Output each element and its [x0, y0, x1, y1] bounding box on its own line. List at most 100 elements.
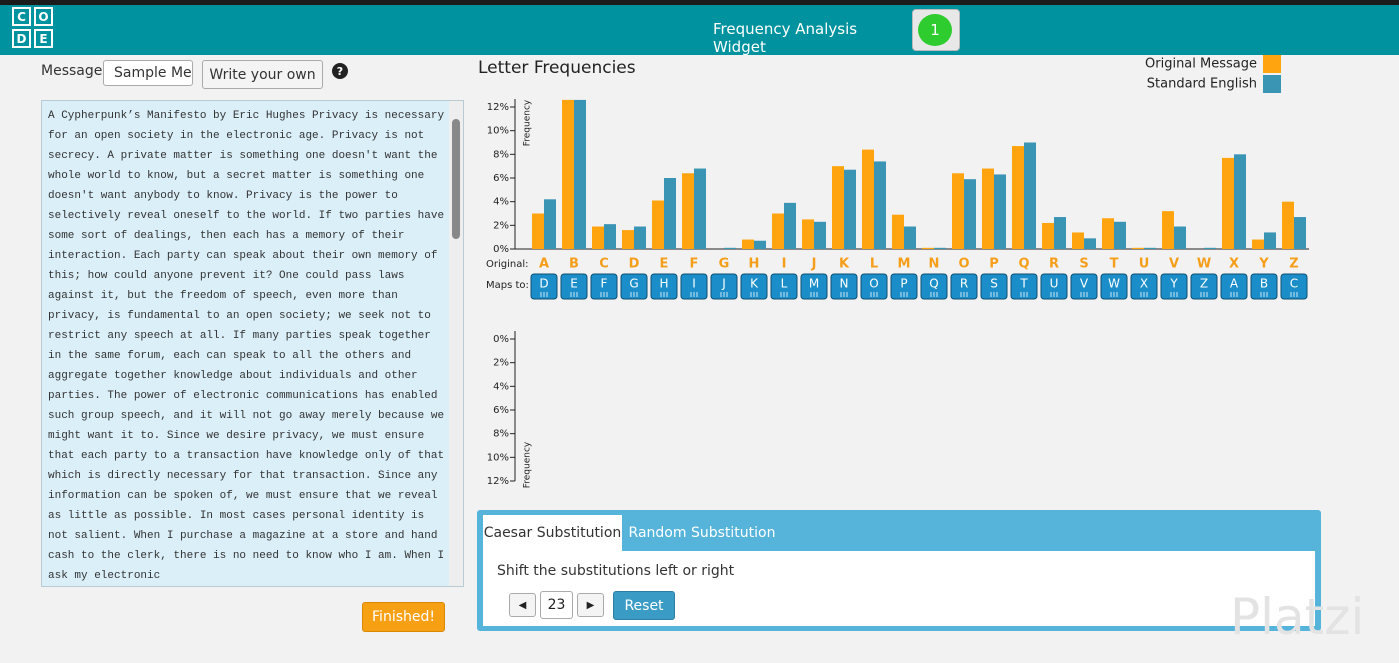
bar	[982, 168, 994, 249]
mapping-letter: A	[1230, 277, 1239, 291]
legend-swatch	[1263, 55, 1281, 73]
row-label: Maps to:	[486, 280, 529, 291]
mapping-letter: Z	[1200, 277, 1208, 291]
mapping-button[interactable]: H	[650, 273, 678, 300]
mapping-letter: B	[1260, 277, 1268, 291]
level-badge[interactable]: 1	[912, 9, 960, 51]
mapping-letter: U	[1050, 277, 1059, 291]
bar	[532, 213, 544, 249]
mapping-button-bg	[1250, 273, 1278, 300]
mapping-button[interactable]: C	[1280, 273, 1308, 300]
mapping-button[interactable]: J	[710, 273, 738, 300]
message-textarea[interactable]: A Cypherpunk’s Manifesto by Eric Hughes …	[41, 100, 464, 587]
mapping-button[interactable]: G	[620, 273, 648, 300]
mapping-button-bg	[1010, 273, 1038, 300]
mapping-button[interactable]: B	[1250, 273, 1278, 300]
mapping-button[interactable]: P	[890, 273, 918, 300]
mapping-button-bg	[1100, 273, 1128, 300]
x-tick-label: I	[782, 257, 787, 272]
y-tick-label: 6%	[493, 405, 509, 416]
bar	[1264, 232, 1276, 249]
shift-right-button[interactable]: ▶	[577, 593, 604, 617]
logo-letter: D	[12, 29, 31, 48]
mapping-button[interactable]: D	[530, 273, 558, 300]
bar	[1222, 157, 1234, 249]
x-tick-label: T	[1110, 257, 1119, 272]
legend-swatch	[1263, 75, 1281, 93]
mapping-button-bg	[530, 273, 558, 300]
bar	[592, 226, 604, 249]
level-number: 1	[918, 14, 952, 46]
y-tick-label: 0%	[493, 244, 509, 255]
bar	[1174, 226, 1186, 249]
mapping-button[interactable]: T	[1010, 273, 1038, 300]
help-icon[interactable]: ?	[332, 63, 348, 79]
watermark: Platzi	[1230, 588, 1365, 646]
mapping-button[interactable]: U	[1040, 273, 1068, 300]
mapping-button[interactable]: A	[1220, 273, 1248, 300]
x-tick-label: E	[660, 257, 669, 272]
reset-button[interactable]: Reset	[613, 591, 675, 620]
tab-active[interactable]: Caesar Substitution	[483, 515, 622, 551]
shift-left-button[interactable]: ◀	[509, 593, 536, 617]
x-tick-label: Z	[1289, 257, 1298, 272]
mapping-letter: R	[960, 277, 968, 291]
mapping-button-bg	[1040, 273, 1068, 300]
scroll-thumb[interactable]	[452, 119, 460, 239]
mapping-button-bg	[740, 273, 768, 300]
mapping-button[interactable]: V	[1070, 273, 1098, 300]
write-own-button[interactable]: Write your own	[202, 60, 323, 89]
instruction: Shift the substitutions left or right	[497, 563, 735, 579]
bar	[1024, 142, 1036, 249]
mapping-button[interactable]: Y	[1160, 273, 1188, 300]
y-tick-label: 2%	[493, 358, 509, 369]
mapping-button[interactable]: N	[830, 273, 858, 300]
legend-label: Standard English	[1147, 77, 1257, 92]
bar	[952, 173, 964, 249]
y-tick-label: 12%	[487, 102, 509, 113]
y-axis-label: Frequency	[523, 99, 533, 146]
bar	[652, 200, 664, 249]
mapping-button-bg	[620, 273, 648, 300]
mapping-button[interactable]: Q	[920, 273, 948, 300]
bar	[634, 226, 646, 249]
mapping-button[interactable]: L	[770, 273, 798, 300]
bar	[964, 179, 976, 249]
tab[interactable]: Random Substitution	[628, 525, 776, 541]
bar	[544, 199, 556, 249]
bar	[682, 173, 694, 249]
mapping-button[interactable]: E	[560, 273, 588, 300]
mapping-button[interactable]: I	[680, 273, 708, 300]
mapping-button[interactable]: M	[800, 273, 828, 300]
mapping-button[interactable]: Z	[1190, 273, 1218, 300]
mapping-button-bg	[980, 273, 1008, 300]
mapping-button[interactable]: F	[590, 273, 618, 300]
y-tick-label: 10%	[487, 126, 509, 137]
mapping-button[interactable]: W	[1100, 273, 1128, 300]
substitution-panel: Caesar Substitution Random Substitution …	[477, 510, 1321, 631]
bar	[1282, 201, 1294, 249]
shift-input[interactable]: 23	[540, 591, 573, 619]
mapping-button[interactable]: S	[980, 273, 1008, 300]
y-tick-label: 6%	[493, 173, 509, 184]
mapping-button-bg	[950, 273, 978, 300]
mapping-button-bg	[590, 273, 618, 300]
x-tick-label: O	[958, 257, 969, 272]
bar	[1204, 247, 1216, 249]
finished-button[interactable]: Finished!	[362, 602, 445, 632]
mapping-letter: P	[900, 277, 907, 291]
message-select[interactable]: Sample Message	[103, 60, 193, 86]
bar	[772, 213, 784, 249]
mapping-button[interactable]: R	[950, 273, 978, 300]
mapping-button[interactable]: K	[740, 273, 768, 300]
mapping-button[interactable]: O	[860, 273, 888, 300]
bar	[724, 247, 736, 249]
mapping-letter: C	[1290, 277, 1298, 291]
x-tick-label: Y	[1258, 257, 1269, 272]
message-label: Message:	[41, 63, 108, 79]
scrollbar[interactable]	[449, 101, 463, 586]
mapping-button-bg	[1130, 273, 1158, 300]
mapping-button-bg	[560, 273, 588, 300]
y-tick-label: 4%	[493, 381, 509, 392]
mapping-button[interactable]: X	[1130, 273, 1158, 300]
